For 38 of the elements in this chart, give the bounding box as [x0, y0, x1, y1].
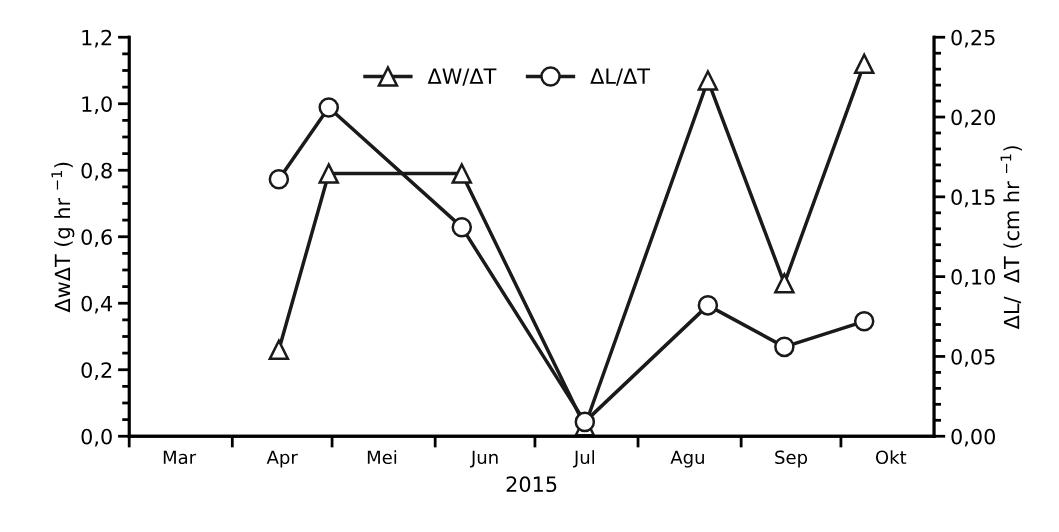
y2-tick-label: 0,15 [951, 189, 995, 208]
point [318, 163, 340, 184]
legend-label: ΔW/ΔT [427, 68, 497, 86]
x-tick-label: Sep [775, 450, 808, 468]
x-tick-label: Agu [670, 450, 704, 468]
legend-label: ΔL/ΔT [590, 68, 651, 86]
y2-axis-title: ΔL/ ΔT (cm hr $^{−1}$) [1000, 146, 1022, 330]
x-tick-label: Okt [875, 450, 907, 465]
x-tick-label: Apr [266, 450, 298, 468]
y2-tick-label: 0,25 [951, 29, 995, 48]
x-axis-title: 2015 [506, 476, 557, 493]
point [451, 216, 473, 238]
y-tick-label: 0,6 [81, 229, 112, 248]
y-tick-label: 0,8 [81, 162, 112, 181]
y-tick-label: 0,0 [81, 428, 112, 447]
x-tick-label: Jun [470, 450, 498, 468]
point [318, 97, 340, 118]
point [853, 53, 875, 75]
x-tick-label: Mar [163, 450, 197, 465]
y-tick-label: 1,0 [82, 96, 112, 115]
y-tick-label: 0,4 [81, 295, 113, 314]
y-axis-title: ΔwΔT (g hr $^{−1}$) [51, 162, 75, 313]
point [268, 169, 290, 190]
point [697, 295, 719, 316]
y2-tick-label: 0,20 [951, 109, 996, 128]
point [697, 70, 719, 91]
y-tick-label: 0,2 [81, 362, 112, 381]
point [774, 336, 795, 358]
x-tick-label: Jul [573, 450, 595, 468]
point [853, 311, 875, 332]
point [774, 273, 795, 294]
y2-tick-label: 0,05 [951, 348, 995, 367]
y2-tick-label: 0,10 [951, 269, 996, 287]
y-tick-label: 1,2 [82, 29, 112, 48]
point [268, 339, 290, 361]
point [451, 163, 473, 184]
y2-tick-label: 0,00 [951, 428, 996, 447]
x-tick-label: Mei [367, 450, 397, 465]
